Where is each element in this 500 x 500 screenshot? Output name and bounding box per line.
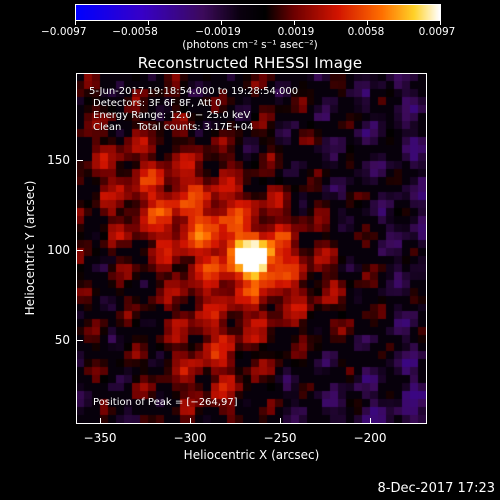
y-tick <box>77 160 83 161</box>
colorbar-tick <box>367 21 368 25</box>
colorbar-tick <box>440 21 441 25</box>
colorbar-label: 0.0019 <box>277 26 315 38</box>
y-tick <box>77 340 83 341</box>
info-detectors: Detectors: 3F 6F 8F, Att 0 <box>93 98 222 109</box>
x-tick <box>100 418 101 424</box>
x-tick <box>280 418 281 424</box>
colorbar-units: (photons cm⁻² s⁻¹ asec⁻²) <box>182 39 318 51</box>
y-tick-label: 150 <box>47 153 70 167</box>
y-axis-title: Heliocentric Y (arcsec) <box>23 180 37 316</box>
image-title: Reconstructed RHESSI Image <box>137 54 363 72</box>
colorbar-label: 0.0097 <box>418 26 456 38</box>
x-tick-label: −250 <box>263 431 297 445</box>
colorbar-label: 0.0058 <box>347 26 385 38</box>
rhessi-image <box>77 74 426 423</box>
x-tick <box>190 418 191 424</box>
colorbar <box>75 4 441 21</box>
colorbar-tick <box>294 21 295 25</box>
image-plot: 5-Jun-2017 19:18:54.000 to 19:28:54.000 … <box>76 73 427 424</box>
info-energy-range: Energy Range: 12.0 − 25.0 keV <box>93 110 251 121</box>
y-tick-label: 100 <box>47 243 70 257</box>
info-time-range: 5-Jun-2017 19:18:54.000 to 19:28:54.000 <box>89 86 299 97</box>
colorbar-label: −0.0019 <box>195 26 241 38</box>
y-tick <box>77 250 83 251</box>
colorbar-tick <box>148 21 149 25</box>
x-tick-label: −300 <box>173 431 207 445</box>
x-tick <box>370 418 371 424</box>
footer-timestamp: 8-Dec-2017 17:23 <box>377 481 496 496</box>
info-clean-counts: Clean Total counts: 3.17E+04 <box>93 122 254 133</box>
x-tick-label: −350 <box>83 431 117 445</box>
x-axis-title: Heliocentric X (arcsec) <box>183 448 320 462</box>
colorbar-label: −0.0058 <box>112 26 158 38</box>
colorbar-tick <box>75 21 76 25</box>
peak-position: Position of Peak = [−264,97] <box>93 397 238 408</box>
x-tick-label: −200 <box>353 431 387 445</box>
colorbar-tick <box>221 21 222 25</box>
y-tick-label: 50 <box>54 333 70 347</box>
colorbar-label: −0.0097 <box>41 26 87 38</box>
